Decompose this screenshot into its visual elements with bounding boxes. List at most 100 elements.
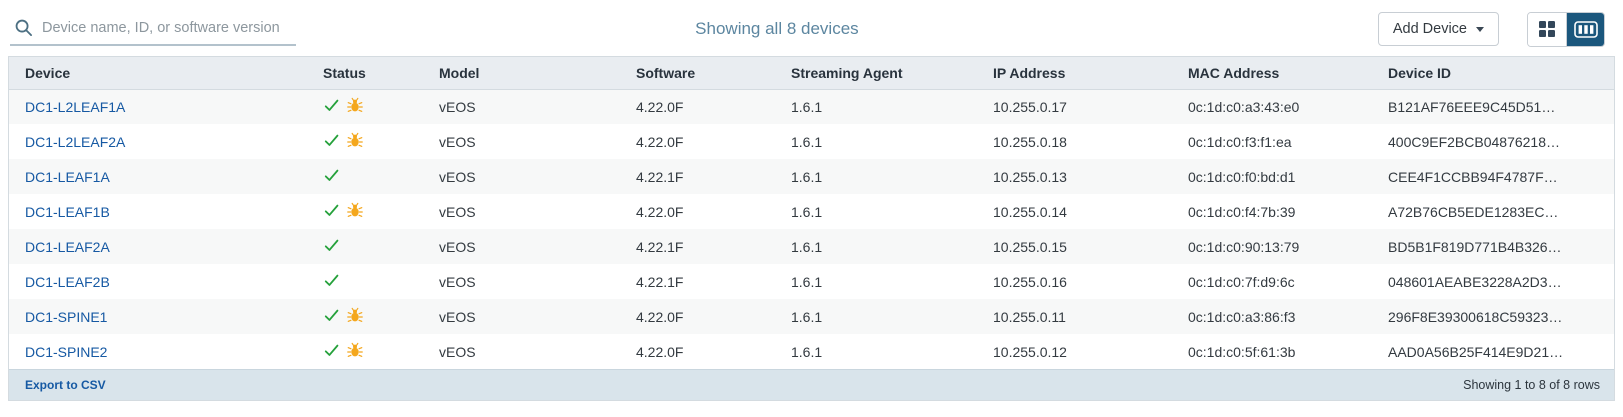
device-link[interactable]: DC1-LEAF2B [25,273,110,290]
check-icon [323,307,340,324]
device-id-cell: CEE4F1CCBB94F4787F… [1388,168,1558,185]
device-link[interactable]: DC1-LEAF1B [25,203,110,220]
streaming-agent-cell: 1.6.1 [791,168,823,185]
device-cell: DC1-L2LEAF2A [9,124,307,159]
ip-address-cell: 10.255.0.11 [993,308,1066,325]
status-cell [307,159,423,194]
status-cell [307,124,423,159]
status-cell [307,194,423,229]
device-cell: DC1-LEAF1B [9,194,307,229]
table-footer: Export to CSV Showing 1 to 8 of 8 rows [9,369,1614,400]
status-cell [307,264,423,299]
ip-address-cell: 10.255.0.17 [993,98,1067,115]
software-cell: 4.22.1F [636,168,684,185]
table-row: DC1-LEAF2B vEOS 4.22.1F 1.6.1 10.255.0.1… [9,264,1614,299]
status-cell [307,334,423,369]
device-link[interactable]: DC1-L2LEAF2A [25,133,126,150]
status-cell [307,229,423,264]
device-search [10,12,296,46]
check-icon [323,202,340,219]
export-csv-link[interactable]: Export to CSV [25,378,106,392]
device-cell: DC1-LEAF1A [9,159,307,194]
model-cell: vEOS [439,238,476,255]
table-row: DC1-L2LEAF1A [9,89,1614,124]
toolbar: Showing all 8 devices Add Device [0,0,1623,56]
ip-address-cell: 10.255.0.13 [993,168,1067,185]
table-row: DC1-LEAF1B [9,194,1614,229]
mac-address-cell: 0c:1d:c0:f4:7b:39 [1188,203,1296,220]
software-cell: 4.22.1F [636,273,684,290]
streaming-agent-cell: 1.6.1 [791,203,823,220]
device-link[interactable]: DC1-L2LEAF1A [25,98,126,115]
add-device-button[interactable]: Add Device [1377,12,1499,46]
search-input[interactable] [42,19,292,36]
col-header-streaming-agent[interactable]: Streaming Agent [775,57,977,90]
device-id-cell: 048601AEABE3228A2D3… [1388,273,1562,290]
model-cell: vEOS [439,168,476,185]
check-icon [323,272,340,289]
check-icon [323,237,340,254]
col-header-software[interactable]: Software [620,57,775,90]
view-toggle-group [1527,11,1605,47]
col-header-mac-address[interactable]: MAC Address [1172,57,1372,90]
col-header-ip-address[interactable]: IP Address [977,57,1172,90]
col-header-model[interactable]: Model [423,57,620,90]
ip-address-cell: 10.255.0.14 [993,203,1067,220]
col-header-device[interactable]: Device [9,57,307,90]
model-cell: vEOS [439,343,476,360]
check-icon [323,342,340,359]
bug-icon [347,97,363,113]
device-cell: DC1-SPINE2 [9,334,307,369]
grid-view-icon [1538,20,1556,38]
toolbar-controls: Add Device [1377,11,1605,47]
device-id-cell: AAD0A56B25F414E9D21… [1388,343,1564,360]
device-link[interactable]: DC1-SPINE1 [25,308,108,325]
mac-address-cell: 0c:1d:c0:7f:d9:6c [1188,273,1295,290]
table-row: DC1-LEAF1A vEOS 4.22.1F 1.6.1 10.255.0.1… [9,159,1614,194]
mac-address-cell: 0c:1d:c0:5f:61:3b [1188,343,1296,360]
grid-view-button[interactable] [1528,12,1566,46]
device-id-cell: 296F8E39300618C59323… [1388,308,1563,325]
table-row: DC1-SPINE1 [9,299,1614,334]
check-icon [323,167,340,184]
ip-address-cell: 10.255.0.18 [993,133,1067,150]
streaming-agent-cell: 1.6.1 [791,308,823,325]
mac-address-cell: 0c:1d:c0:a3:86:f3 [1188,308,1296,325]
status-cell [307,89,423,124]
bug-icon [347,307,363,323]
bug-icon [347,342,363,358]
table-row: DC1-LEAF2A vEOS 4.22.1F 1.6.1 10.255.0.1… [9,229,1614,264]
mac-address-cell: 0c:1d:c0:f3:f1:ea [1188,133,1292,150]
device-link[interactable]: DC1-SPINE2 [25,343,108,360]
streaming-agent-cell: 1.6.1 [791,133,823,150]
device-cell: DC1-LEAF2A [9,229,307,264]
device-id-cell: A72B76CB5EDE1283EC… [1388,203,1559,220]
device-link[interactable]: DC1-LEAF2A [25,238,110,255]
model-cell: vEOS [439,308,476,325]
device-count-summary: Showing all 8 devices [695,19,859,38]
search-icon [14,18,33,37]
streaming-agent-cell: 1.6.1 [791,343,823,360]
device-id-cell: BD5B1F819D771B4B326… [1388,238,1562,255]
device-cell: DC1-LEAF2B [9,264,307,299]
ip-address-cell: 10.255.0.12 [993,343,1067,360]
ip-address-cell: 10.255.0.15 [993,238,1067,255]
bug-icon [347,202,363,218]
device-id-cell: 400C9EF2BCB04876218… [1388,133,1561,150]
software-cell: 4.22.0F [636,203,684,220]
device-link[interactable]: DC1-LEAF1A [25,168,110,185]
device-cell: DC1-L2LEAF1A [9,89,307,124]
software-cell: 4.22.0F [636,343,684,360]
chevron-down-icon [1476,26,1484,32]
rows-summary: Showing 1 to 8 of 8 rows [1463,378,1600,392]
software-cell: 4.22.1F [636,238,684,255]
model-cell: vEOS [439,133,476,150]
table-row: DC1-SPINE2 [9,334,1614,369]
streaming-agent-cell: 1.6.1 [791,273,823,290]
check-icon [323,132,340,149]
col-header-device-id[interactable]: Device ID [1372,57,1614,90]
col-header-status[interactable]: Status [307,57,423,90]
status-cell [307,299,423,334]
streaming-agent-cell: 1.6.1 [791,98,823,115]
column-view-button[interactable] [1566,12,1604,46]
